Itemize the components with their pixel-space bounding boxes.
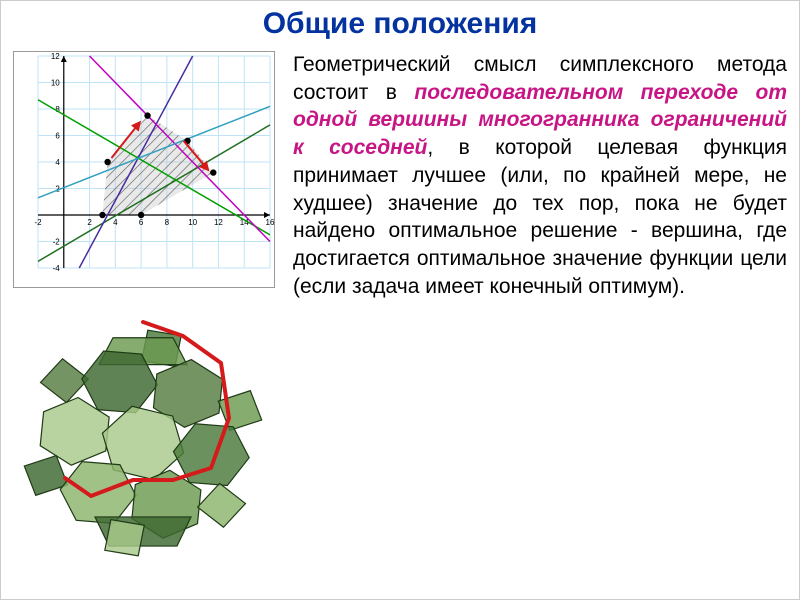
svg-text:-2: -2 (53, 238, 61, 247)
polyhedron-diagram (13, 308, 273, 568)
body-tail: , в которой целевая функция принимает лу… (293, 136, 787, 298)
svg-text:-2: -2 (34, 218, 42, 227)
chart-svg: -2246810121416-4-224681012 (14, 52, 274, 282)
svg-text:6: 6 (139, 218, 144, 227)
svg-text:4: 4 (113, 218, 118, 227)
feasible-region-chart: -2246810121416-4-224681012 (13, 51, 275, 288)
content-row: -2246810121416-4-224681012 Геометрически… (1, 51, 799, 578)
svg-text:6: 6 (55, 132, 60, 141)
svg-text:4: 4 (55, 158, 60, 167)
svg-text:10: 10 (188, 218, 197, 227)
polyhedron-svg (13, 308, 273, 568)
svg-text:12: 12 (51, 52, 60, 61)
left-column: -2246810121416-4-224681012 (13, 51, 275, 568)
svg-text:16: 16 (266, 218, 274, 227)
svg-text:-4: -4 (53, 264, 61, 273)
svg-text:10: 10 (51, 79, 60, 88)
svg-text:12: 12 (214, 218, 223, 227)
body-text: Геометрический смысл симплексного метода… (293, 51, 787, 568)
svg-text:8: 8 (165, 218, 170, 227)
svg-text:2: 2 (87, 218, 92, 227)
page-title: Общие положения (1, 1, 799, 51)
